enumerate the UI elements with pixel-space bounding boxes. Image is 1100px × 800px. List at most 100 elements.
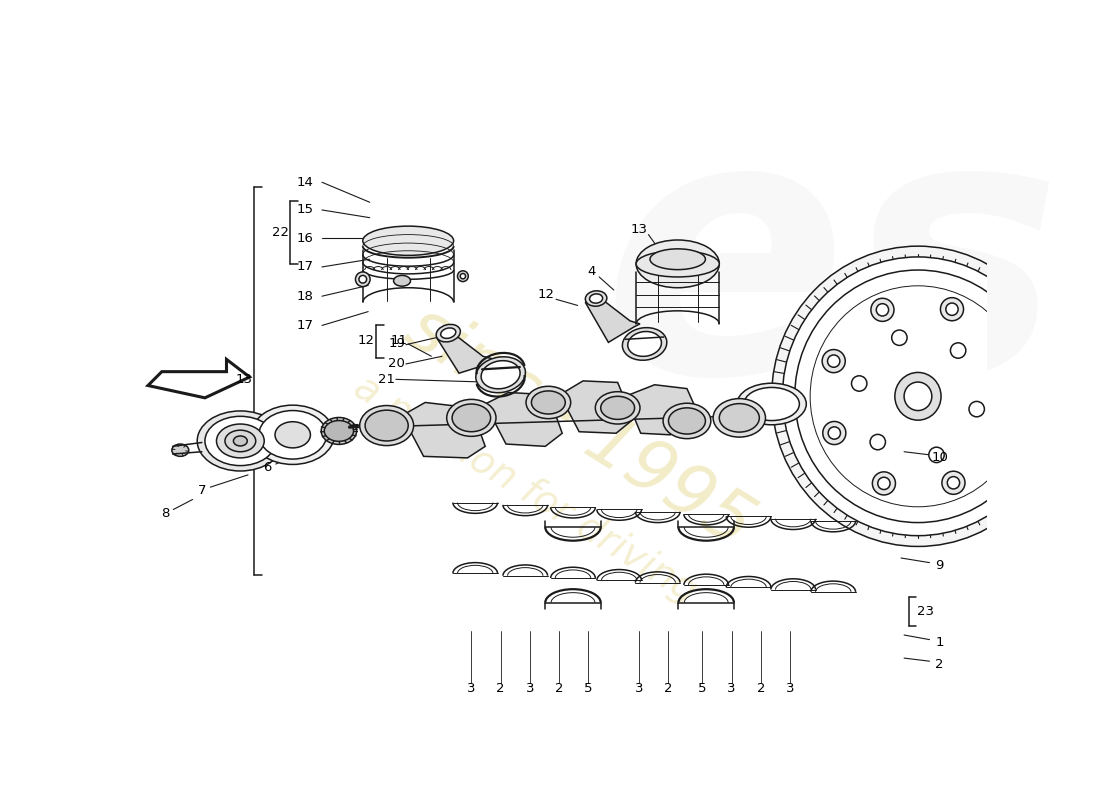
Ellipse shape bbox=[531, 391, 565, 414]
Text: 7: 7 bbox=[198, 484, 206, 497]
Ellipse shape bbox=[750, 391, 793, 417]
Text: 2: 2 bbox=[554, 682, 563, 695]
Ellipse shape bbox=[772, 246, 1065, 546]
Text: 3: 3 bbox=[468, 682, 475, 695]
Ellipse shape bbox=[441, 328, 455, 338]
Text: 17: 17 bbox=[297, 319, 313, 332]
Circle shape bbox=[991, 420, 1014, 443]
Ellipse shape bbox=[355, 272, 370, 286]
Ellipse shape bbox=[636, 250, 719, 277]
Ellipse shape bbox=[650, 249, 705, 270]
Ellipse shape bbox=[458, 270, 469, 282]
Text: 14: 14 bbox=[297, 176, 313, 189]
Ellipse shape bbox=[595, 392, 640, 424]
Polygon shape bbox=[485, 393, 562, 446]
Text: 12: 12 bbox=[358, 334, 374, 347]
Circle shape bbox=[996, 426, 1009, 438]
Text: 6: 6 bbox=[263, 461, 272, 474]
Ellipse shape bbox=[782, 257, 1054, 536]
Ellipse shape bbox=[324, 421, 353, 442]
Circle shape bbox=[823, 422, 846, 445]
Circle shape bbox=[822, 350, 845, 373]
Polygon shape bbox=[560, 381, 634, 434]
Text: 4: 4 bbox=[587, 265, 596, 278]
Circle shape bbox=[871, 298, 894, 322]
Text: 16: 16 bbox=[297, 232, 313, 245]
Ellipse shape bbox=[394, 275, 410, 286]
Text: 2: 2 bbox=[935, 658, 944, 670]
Text: 5: 5 bbox=[698, 682, 706, 695]
Circle shape bbox=[877, 304, 889, 316]
Text: es: es bbox=[603, 98, 1064, 448]
Text: 5: 5 bbox=[584, 682, 593, 695]
Text: 17: 17 bbox=[297, 261, 313, 274]
Text: 22: 22 bbox=[272, 226, 289, 238]
Text: 20: 20 bbox=[388, 358, 405, 370]
Circle shape bbox=[947, 477, 959, 489]
Ellipse shape bbox=[452, 404, 491, 432]
Circle shape bbox=[878, 478, 890, 490]
Ellipse shape bbox=[628, 331, 661, 356]
Polygon shape bbox=[625, 385, 703, 435]
Ellipse shape bbox=[226, 430, 255, 452]
Text: a passion for driving: a passion for driving bbox=[346, 367, 704, 610]
Ellipse shape bbox=[590, 294, 603, 303]
Circle shape bbox=[892, 330, 907, 346]
Text: 11: 11 bbox=[390, 334, 407, 347]
Ellipse shape bbox=[481, 361, 520, 389]
Ellipse shape bbox=[233, 436, 248, 446]
Ellipse shape bbox=[713, 398, 766, 437]
Text: 19: 19 bbox=[388, 337, 405, 350]
Text: 3: 3 bbox=[526, 682, 535, 695]
Ellipse shape bbox=[636, 240, 719, 288]
Circle shape bbox=[990, 348, 1013, 371]
Ellipse shape bbox=[737, 383, 806, 425]
Ellipse shape bbox=[275, 422, 310, 448]
Ellipse shape bbox=[669, 408, 705, 434]
Circle shape bbox=[946, 303, 958, 315]
Circle shape bbox=[928, 447, 944, 462]
Ellipse shape bbox=[365, 410, 408, 441]
Ellipse shape bbox=[722, 404, 733, 412]
Circle shape bbox=[827, 355, 840, 367]
Ellipse shape bbox=[744, 387, 800, 421]
Ellipse shape bbox=[476, 357, 526, 393]
Ellipse shape bbox=[197, 411, 284, 471]
Text: 2: 2 bbox=[757, 682, 766, 695]
Circle shape bbox=[870, 434, 886, 450]
Text: 13: 13 bbox=[235, 373, 253, 386]
Circle shape bbox=[969, 402, 984, 417]
Ellipse shape bbox=[585, 290, 607, 306]
Circle shape bbox=[851, 376, 867, 391]
Ellipse shape bbox=[436, 324, 461, 342]
Text: 8: 8 bbox=[161, 507, 169, 520]
Text: 12: 12 bbox=[538, 288, 554, 301]
Ellipse shape bbox=[363, 226, 453, 255]
Text: 1: 1 bbox=[935, 636, 944, 650]
Ellipse shape bbox=[623, 328, 667, 360]
Polygon shape bbox=[437, 333, 495, 373]
Text: 3: 3 bbox=[635, 682, 643, 695]
Text: 15: 15 bbox=[297, 203, 313, 217]
Text: 2: 2 bbox=[496, 682, 505, 695]
Polygon shape bbox=[403, 402, 485, 458]
Polygon shape bbox=[585, 298, 640, 342]
Ellipse shape bbox=[360, 406, 414, 446]
Ellipse shape bbox=[251, 405, 334, 465]
Ellipse shape bbox=[663, 403, 711, 438]
Ellipse shape bbox=[719, 404, 759, 432]
Ellipse shape bbox=[601, 396, 635, 419]
Text: since 1995: since 1995 bbox=[394, 294, 764, 561]
Ellipse shape bbox=[359, 275, 366, 283]
Text: 9: 9 bbox=[935, 559, 944, 572]
Ellipse shape bbox=[217, 424, 264, 458]
Circle shape bbox=[872, 472, 895, 495]
Ellipse shape bbox=[172, 444, 189, 456]
Ellipse shape bbox=[205, 416, 276, 466]
Text: 10: 10 bbox=[931, 451, 948, 464]
Text: 3: 3 bbox=[727, 682, 736, 695]
Circle shape bbox=[996, 354, 1008, 366]
Ellipse shape bbox=[895, 373, 942, 420]
Ellipse shape bbox=[460, 274, 465, 279]
Ellipse shape bbox=[258, 410, 327, 459]
